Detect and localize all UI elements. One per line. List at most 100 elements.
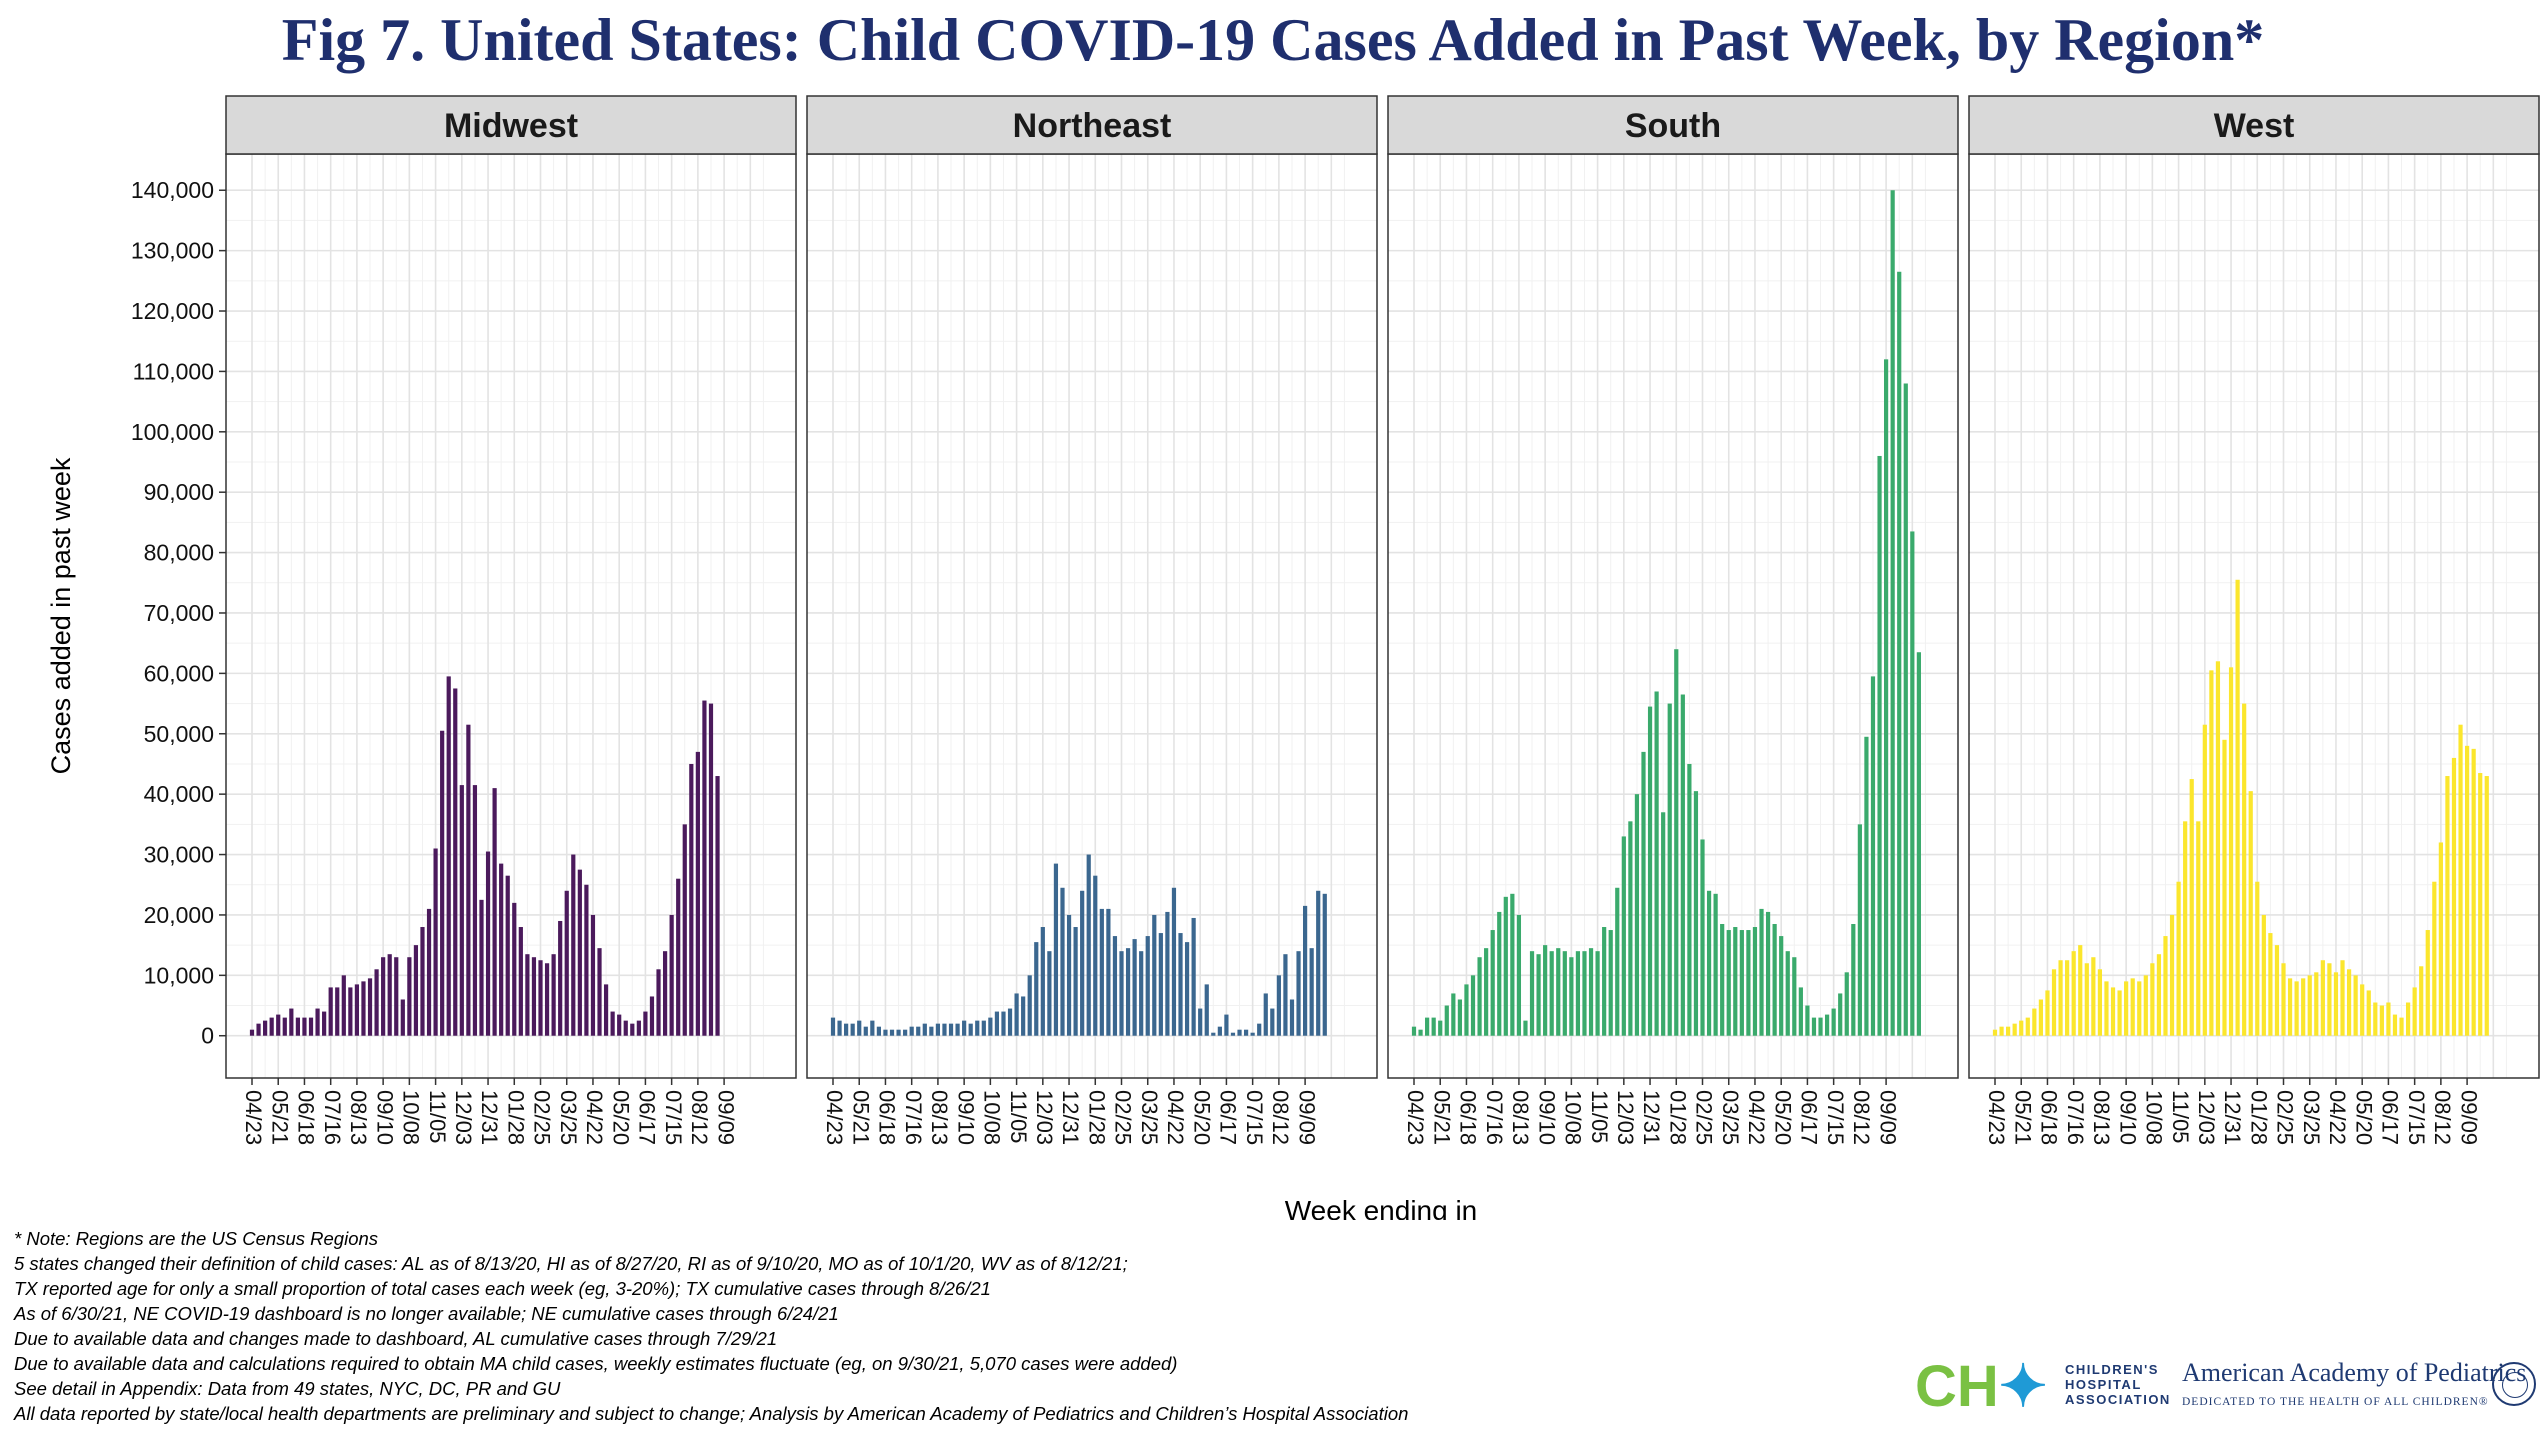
bar — [551, 954, 556, 1036]
bar — [597, 948, 602, 1036]
bar — [328, 987, 333, 1036]
x-tick-label: 04/23 — [241, 1090, 266, 1145]
bar — [446, 676, 451, 1036]
bar — [1588, 948, 1594, 1036]
x-tick-label: 01/28 — [1084, 1090, 1109, 1145]
bar — [407, 957, 412, 1036]
x-tick-label: 12/03 — [2194, 1090, 2219, 1145]
x-tick-label: 06/18 — [875, 1090, 900, 1145]
bar — [2032, 1008, 2037, 1036]
bar — [2458, 724, 2463, 1036]
bar — [2353, 975, 2358, 1036]
bar — [1152, 914, 1157, 1036]
bar — [1765, 911, 1771, 1036]
bar — [472, 785, 478, 1036]
bar — [1034, 942, 1039, 1036]
bar — [2025, 1017, 2030, 1036]
facet-strip-label: West — [2214, 107, 2295, 145]
x-tick-label: 01/28 — [2246, 1090, 2271, 1145]
footnote-line: 5 states changed their definition of chi… — [14, 1253, 1128, 1274]
y-tick-label: 110,000 — [133, 358, 214, 384]
bar — [256, 1023, 261, 1036]
x-tick-label: 09/09 — [2456, 1090, 2481, 1145]
bar — [889, 1029, 895, 1036]
x-tick-label: 05/21 — [267, 1090, 292, 1145]
bar — [1726, 930, 1731, 1036]
bar — [1903, 383, 1908, 1036]
bar — [863, 1026, 868, 1036]
x-tick-label: 05/21 — [2010, 1090, 2035, 1145]
bar — [1191, 917, 1196, 1036]
facet-strip — [225, 95, 797, 155]
x-tick-label: 04/23 — [1403, 1090, 1428, 1145]
bar — [1237, 1029, 1242, 1036]
bar — [1792, 957, 1797, 1036]
x-tick-label: 04/22 — [1163, 1090, 1188, 1145]
bar — [2373, 1002, 2378, 1036]
bar — [1674, 649, 1679, 1036]
y-tick-label: 80,000 — [144, 540, 214, 566]
x-tick-label: 02/25 — [2273, 1090, 2298, 1145]
bar — [922, 1023, 927, 1036]
y-tick-label: 10,000 — [144, 962, 214, 988]
bar — [400, 999, 405, 1036]
bar — [2071, 951, 2076, 1036]
bar — [2366, 990, 2371, 1036]
bar — [1634, 794, 1640, 1036]
bar — [564, 890, 569, 1036]
bar — [1536, 954, 1541, 1036]
bar — [870, 1020, 875, 1036]
bar — [2169, 914, 2175, 1036]
x-tick-label: 08/13 — [1508, 1090, 1533, 1145]
bar — [2399, 1017, 2404, 1036]
bar — [1897, 271, 1902, 1036]
bar — [2307, 975, 2312, 1036]
bar — [308, 1017, 314, 1036]
bar — [1818, 1017, 1823, 1036]
cha-logo-mark: CH✦ — [1915, 1354, 2048, 1419]
y-tick-label: 70,000 — [144, 600, 214, 626]
bar — [1602, 927, 1607, 1036]
bar — [1099, 908, 1104, 1036]
bar — [1752, 927, 1758, 1036]
bar — [649, 996, 655, 1036]
bar — [1529, 951, 1535, 1036]
bar — [2150, 963, 2155, 1036]
x-tick-label: 11/05 — [1006, 1090, 1031, 1143]
bar — [2163, 936, 2168, 1036]
facet-strip-label: Midwest — [444, 107, 578, 145]
bar — [948, 1023, 954, 1036]
bar — [348, 987, 353, 1036]
bar — [2248, 791, 2253, 1036]
x-tick-label: 07/15 — [1242, 1090, 1267, 1145]
bar — [1316, 890, 1321, 1036]
x-tick-label: 09/09 — [1294, 1090, 1319, 1145]
bar — [505, 875, 510, 1036]
bar — [1693, 791, 1699, 1036]
bar — [903, 1029, 908, 1036]
bar — [354, 984, 360, 1036]
bar — [850, 1023, 855, 1036]
bar — [1309, 948, 1314, 1036]
bar — [2281, 963, 2286, 1036]
bar — [1811, 1017, 1817, 1036]
x-tick-label: 05/21 — [848, 1090, 873, 1145]
bar — [1706, 890, 1712, 1036]
bar — [2143, 975, 2148, 1036]
bar — [994, 1011, 1000, 1036]
bar — [1139, 951, 1144, 1036]
bar — [968, 1023, 973, 1036]
y-tick-label: 140,000 — [131, 177, 214, 203]
bar — [623, 1020, 628, 1036]
bar — [1992, 1029, 1998, 1036]
x-tick-label: 02/25 — [530, 1090, 555, 1145]
bar — [2038, 999, 2043, 1036]
x-tick-label: 08/13 — [927, 1090, 952, 1145]
bar — [1680, 694, 1685, 1036]
x-tick-label: 08/12 — [687, 1090, 712, 1145]
bar — [1844, 972, 1849, 1036]
bar — [2242, 703, 2247, 1036]
bar — [394, 957, 399, 1036]
bar — [708, 703, 714, 1036]
